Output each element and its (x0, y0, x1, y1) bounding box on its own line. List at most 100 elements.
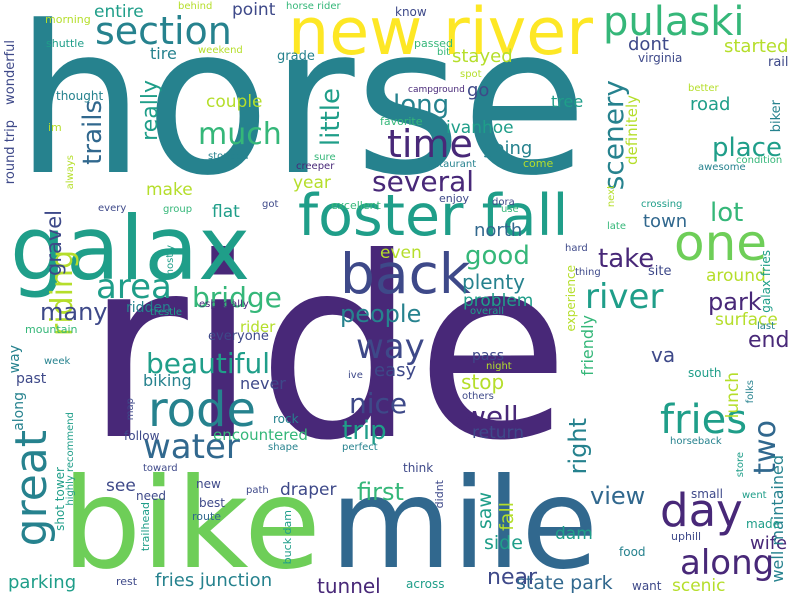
word-view: view (590, 482, 646, 510)
word-lot: lot (710, 198, 744, 228)
word-water: water (143, 427, 240, 467)
word-foster-fall: foster fall (298, 183, 569, 249)
word-really: really (138, 80, 163, 141)
word-encountered: encountered (213, 426, 308, 444)
word-round-trip: round trip (3, 120, 18, 185)
word-town: town (643, 211, 688, 232)
word-around: around (706, 266, 766, 286)
word-group: group (163, 204, 193, 215)
word-mountain: mountain (25, 323, 78, 336)
word-even: even (380, 243, 422, 263)
word-late: late (607, 221, 626, 232)
word-horse-rider: horse rider (286, 1, 341, 12)
word-stop: stop (461, 370, 505, 394)
word-galax: galax (10, 197, 251, 300)
word-hard: hard (565, 243, 588, 254)
word-fries: fries (660, 397, 748, 443)
word-grade: grade (277, 49, 315, 64)
word-especially: especially (199, 299, 249, 310)
word-better: better (688, 83, 719, 94)
word-problem: problem (463, 291, 534, 311)
word-shot-tower: shot tower (53, 467, 67, 531)
word-good: good (465, 241, 530, 271)
word-dam: dam (555, 524, 593, 544)
word-along: along (680, 543, 775, 583)
word-passed: passed (414, 37, 453, 50)
word-tire: tire (150, 44, 177, 63)
word-south: south (688, 366, 722, 380)
word-new-river: new river (288, 0, 593, 70)
word-va: va (651, 343, 676, 367)
word-easy: easy (374, 360, 417, 381)
word-next: next (606, 185, 617, 208)
word-scenic: scenic (672, 576, 726, 596)
word-stayed: stayed (452, 46, 513, 67)
word-always: always (65, 155, 76, 190)
word-across: across (406, 577, 445, 591)
word-food: food (619, 545, 646, 559)
word-great: great (6, 430, 57, 547)
word-new: new (196, 477, 221, 491)
word-shuttle: shuttle (46, 37, 85, 50)
word-flat: flat (212, 202, 240, 222)
word-little: little (316, 88, 346, 147)
word-made: made (746, 517, 781, 531)
word-park: park (708, 288, 762, 316)
word-definitely: definitely (623, 95, 641, 166)
word-entire: entire (94, 2, 144, 22)
word-draper: draper (280, 480, 337, 500)
word-buck-dam: buck dam (281, 510, 294, 565)
word-overall: overall (470, 306, 504, 317)
word-site: site (648, 264, 672, 279)
word-spot: spot (460, 69, 482, 80)
word-shape: shape (268, 442, 299, 453)
word-im: im (48, 121, 62, 134)
word-ride: ride (85, 204, 570, 495)
word-sure: sure (314, 152, 336, 163)
word-plenty: plenty (462, 270, 525, 294)
word-long: long (393, 90, 450, 120)
word-every: every (98, 203, 127, 214)
word-galax-fries: galax fries (759, 250, 773, 313)
word-last: last (757, 321, 776, 332)
word-parking: parking (8, 572, 77, 593)
word-biker: biker (769, 100, 784, 133)
word-place: place (712, 133, 782, 163)
word-rode: rode (148, 382, 257, 438)
word-bit: bit (437, 47, 451, 58)
word-trailhead: trailhead (139, 502, 152, 552)
word-return: return (472, 423, 524, 443)
word-year: year (293, 173, 331, 193)
word-didnt: didnt (433, 480, 446, 509)
word-several: several (372, 165, 475, 198)
word-tunnel: tunnel (317, 574, 381, 598)
word-condition: condition (736, 155, 783, 166)
word-virginia: virginia (638, 51, 683, 65)
word-come: come (523, 157, 554, 170)
word-need: need (136, 489, 166, 503)
word-back: back (340, 242, 471, 306)
word-ive: ive (348, 370, 363, 381)
word-rest: rest (116, 575, 138, 588)
word-river: river (585, 277, 664, 317)
word-trip: trip (342, 416, 387, 446)
word-tree: tree (551, 92, 584, 111)
word-got: got (262, 199, 279, 210)
word-night: night (486, 361, 512, 372)
word-much: much (198, 117, 282, 152)
word-dora: dora (492, 197, 515, 208)
word-route: route (192, 510, 222, 523)
word-way: way (356, 327, 425, 367)
word-think: think (403, 461, 434, 475)
word-going: going (482, 138, 533, 159)
word-behind: behind (178, 1, 213, 12)
word-first: first (357, 478, 404, 506)
word-excellent: excellent (331, 199, 381, 212)
word-toward: toward (143, 463, 178, 474)
word-wonderful: wonderful (3, 40, 18, 105)
word-want: want (632, 579, 662, 593)
word-enjoy: enjoy (439, 192, 470, 205)
word-make: make (146, 180, 193, 200)
word-near: near (487, 565, 538, 590)
word-rider: rider (240, 318, 276, 336)
